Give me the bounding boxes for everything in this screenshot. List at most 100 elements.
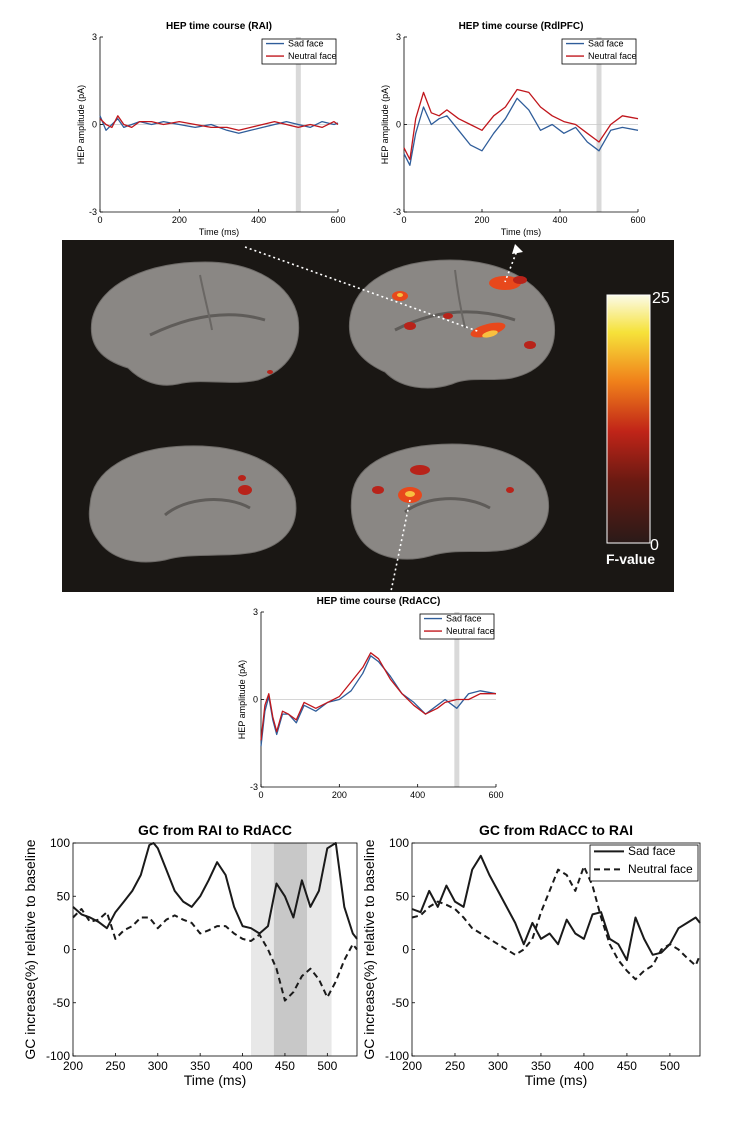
leader-line-rai bbox=[244, 246, 481, 333]
arrowhead bbox=[512, 244, 523, 254]
x-tick-label: 400 bbox=[251, 215, 266, 225]
chart-title: GC from RAI to RdACC bbox=[138, 822, 292, 838]
x-tick-label: 200 bbox=[402, 1059, 422, 1073]
x-axis-label: Time (ms) bbox=[525, 1072, 587, 1088]
legend-label-neutral-face: Neutral face bbox=[288, 51, 337, 61]
activation-clusters bbox=[238, 276, 536, 503]
cortex-medial-right bbox=[350, 443, 550, 560]
series-line-neutral-face bbox=[411, 865, 701, 981]
legend-label-sad-face: Sad face bbox=[628, 844, 676, 858]
series-line-neutral-face bbox=[260, 652, 496, 741]
y-tick-label: 0 bbox=[253, 695, 258, 705]
legend-label-sad-face: Sad face bbox=[588, 38, 624, 48]
legend-label-neutral-face: Neutral face bbox=[446, 626, 495, 636]
series-line-sad-face bbox=[72, 842, 358, 940]
x-tick-label: 0 bbox=[258, 790, 263, 800]
x-axis-label: Time (ms) bbox=[199, 227, 239, 237]
callosum-line bbox=[404, 497, 491, 514]
y-axis-label: GC increase(%) relative to baseline bbox=[361, 839, 377, 1059]
activation-blob bbox=[524, 341, 536, 349]
x-tick-label: 0 bbox=[97, 215, 102, 225]
y-tick-label: 50 bbox=[396, 889, 410, 903]
sulcus-line bbox=[149, 313, 266, 337]
x-tick-label: 250 bbox=[445, 1059, 465, 1073]
x-tick-label: 450 bbox=[617, 1059, 637, 1073]
series-line-neutral-face bbox=[403, 88, 639, 161]
y-tick-label: 0 bbox=[402, 943, 409, 957]
activation-blob bbox=[443, 313, 453, 319]
x-tick-label: 200 bbox=[332, 790, 347, 800]
activation-blob bbox=[397, 293, 403, 297]
activation-blob bbox=[405, 491, 415, 497]
leader-lines bbox=[244, 244, 523, 602]
x-tick-label: 250 bbox=[105, 1059, 125, 1073]
sulcus-line bbox=[454, 269, 466, 329]
x-tick-label: 450 bbox=[275, 1059, 295, 1073]
y-tick-label: 50 bbox=[57, 889, 71, 903]
activation-blob bbox=[470, 322, 506, 338]
activation-blob bbox=[482, 330, 498, 338]
cortex-lateral-left bbox=[90, 261, 300, 386]
activation-blob bbox=[372, 486, 384, 494]
x-tick-label: 400 bbox=[233, 1059, 253, 1073]
activation-blob bbox=[404, 322, 416, 330]
y-tick-label: -3 bbox=[250, 782, 258, 792]
colorbar-label: F-value bbox=[606, 551, 655, 567]
x-tick-label: 400 bbox=[410, 790, 425, 800]
x-tick-label: 400 bbox=[552, 215, 567, 225]
y-axis-label: HEP amplitude (pA) bbox=[76, 85, 86, 164]
x-tick-label: 350 bbox=[531, 1059, 551, 1073]
x-tick-label: 600 bbox=[488, 790, 503, 800]
colorbar-min-label: 0 bbox=[650, 537, 659, 554]
x-tick-label: 500 bbox=[317, 1059, 337, 1073]
chart-title: HEP time course (RAI) bbox=[166, 21, 272, 32]
y-tick-label: -50 bbox=[392, 996, 410, 1010]
brain-lateral-left bbox=[90, 261, 300, 386]
y-tick-label: -3 bbox=[393, 207, 401, 217]
y-tick-label: -3 bbox=[89, 207, 97, 217]
colorbar bbox=[606, 294, 651, 544]
activation-blob bbox=[489, 276, 521, 290]
y-tick-label: 100 bbox=[389, 836, 409, 850]
y-tick-label: -100 bbox=[46, 1049, 70, 1063]
x-tick-label: 0 bbox=[401, 215, 406, 225]
y-tick-label: -50 bbox=[53, 996, 71, 1010]
series-line-sad-face bbox=[99, 115, 339, 134]
x-tick-label: 600 bbox=[630, 215, 645, 225]
chart-title: GC from RdACC to RAI bbox=[479, 822, 633, 838]
chart-title: HEP time course (RdlPFC) bbox=[459, 21, 584, 32]
brain-panel: 25 0 F-value bbox=[62, 240, 674, 602]
activation-blob bbox=[506, 487, 514, 493]
series-line-sad-face bbox=[403, 97, 639, 166]
series-line-neutral-face bbox=[72, 908, 358, 1002]
x-axis-label: Time (ms) bbox=[501, 227, 541, 237]
x-tick-label: 600 bbox=[330, 215, 345, 225]
y-axis-label: HEP amplitude (pA) bbox=[380, 85, 390, 164]
brain-medial-left bbox=[88, 445, 297, 563]
leader-line-rdlpfc bbox=[504, 247, 519, 283]
x-tick-label: 200 bbox=[63, 1059, 83, 1073]
x-tick-label: 350 bbox=[190, 1059, 210, 1073]
cortex-medial-left bbox=[88, 445, 297, 563]
y-tick-label: 3 bbox=[253, 607, 258, 617]
y-tick-label: 0 bbox=[92, 120, 97, 130]
arrowhead bbox=[384, 592, 396, 602]
callosum-line bbox=[164, 498, 251, 517]
series-line-neutral-face bbox=[99, 115, 339, 131]
activation-blob bbox=[513, 276, 527, 284]
series-line-sad-face bbox=[260, 655, 497, 747]
y-tick-label: 3 bbox=[396, 32, 401, 42]
y-tick-label: 0 bbox=[396, 120, 401, 130]
y-axis-label: HEP amplitude (pA) bbox=[237, 660, 247, 739]
activation-blob bbox=[238, 485, 252, 495]
x-tick-label: 200 bbox=[474, 215, 489, 225]
x-tick-label: 300 bbox=[488, 1059, 508, 1073]
sulcus-line bbox=[199, 274, 213, 331]
legend-label-neutral-face: Neutral face bbox=[628, 862, 693, 876]
activation-blob bbox=[410, 465, 430, 475]
series-line-sad-face bbox=[411, 854, 701, 962]
